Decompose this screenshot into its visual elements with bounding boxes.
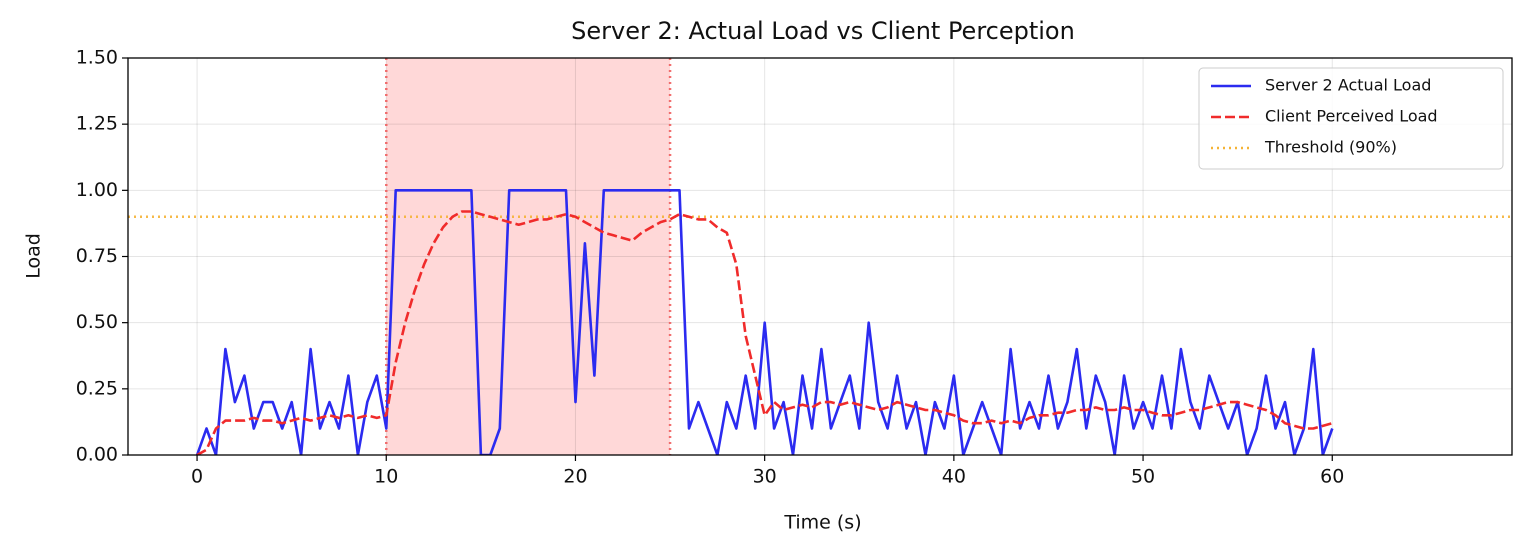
- x-tick-label: 30: [753, 466, 777, 488]
- x-tick-label: 10: [374, 466, 398, 488]
- y-axis-label: Load: [23, 233, 45, 279]
- y-tick-label: 0.00: [76, 444, 118, 466]
- x-tick-label: 20: [563, 466, 587, 488]
- y-tick-label: 0.75: [76, 245, 118, 267]
- chart-title: Server 2: Actual Load vs Client Percepti…: [571, 17, 1075, 45]
- y-tick-label: 0.50: [76, 311, 118, 333]
- x-tick-label: 50: [1131, 466, 1155, 488]
- y-tick-label: 1.25: [76, 113, 118, 135]
- shaded-region: [386, 58, 671, 455]
- x-tick-label: 40: [942, 466, 966, 488]
- legend-box: [1198, 67, 1504, 170]
- legend-label: Server 2 Actual Load: [1265, 76, 1431, 95]
- y-tick-label: 1.50: [76, 47, 118, 69]
- x-tick-label: 0: [191, 466, 203, 488]
- x-axis-label: Time (s): [783, 512, 861, 534]
- legend-label: Threshold (90%): [1264, 138, 1397, 157]
- y-tick-label: 0.25: [76, 377, 118, 399]
- plot-frame: [127, 57, 1513, 456]
- x-tick-label: 60: [1320, 466, 1344, 488]
- y-tick-label: 1.00: [76, 179, 118, 201]
- legend-label: Client Perceived Load: [1265, 107, 1438, 126]
- series-line: [196, 210, 1333, 455]
- series-line: [195, 189, 1334, 455]
